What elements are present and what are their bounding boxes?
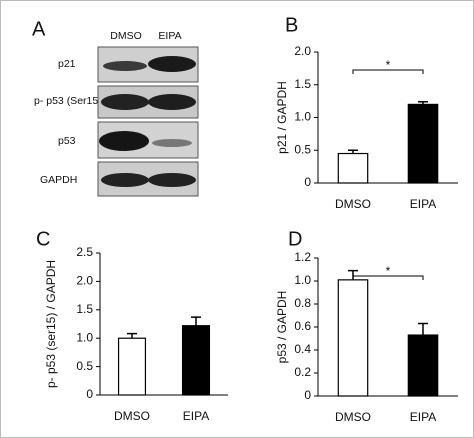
- significance-label: *: [386, 58, 391, 72]
- significance-bracket: [352, 69, 424, 74]
- blot-row: p- p53 (Ser15): [34, 95, 102, 107]
- y-tick-label: 0.5: [76, 359, 93, 373]
- bar: [181, 325, 211, 396]
- y-axis-label: p53 / GAPDH: [275, 291, 289, 364]
- x-tick-label: DMSO: [114, 409, 150, 423]
- blot-column: EIPA: [158, 30, 181, 42]
- bar: [337, 152, 369, 184]
- bar: [117, 337, 147, 396]
- x-tick-label: DMSO: [335, 410, 371, 424]
- y-tick-label: 0.8: [294, 296, 311, 310]
- significance-label: *: [386, 264, 391, 278]
- bar: [407, 334, 439, 397]
- y-tick-label: 0.5: [294, 142, 311, 156]
- y-tick-label: 0.6: [294, 319, 311, 333]
- y-tick-label: 0: [304, 175, 311, 189]
- panel-label: A: [32, 18, 46, 40]
- error-bar: [418, 322, 428, 336]
- error-bar: [348, 149, 358, 154]
- y-tick-label: 1.2: [294, 250, 311, 264]
- y-tick-label: 1.0: [294, 273, 311, 287]
- panel-label: B: [285, 14, 298, 36]
- y-axis-label: p21 / GAPDH: [275, 81, 289, 154]
- y-tick-label: 2.0: [294, 44, 311, 58]
- y-tick-label: 0.2: [294, 365, 311, 379]
- error-bar: [191, 316, 201, 326]
- blot-row: GAPDH: [40, 174, 77, 186]
- bar: [337, 279, 369, 397]
- x-tick-label: DMSO: [335, 197, 371, 211]
- error-bar: [127, 332, 137, 339]
- y-tick-label: 2.0: [76, 274, 93, 288]
- panel-label: C: [36, 228, 50, 250]
- bar: [407, 103, 439, 184]
- y-tick-label: 2.5: [76, 245, 93, 259]
- y-tick-label: 1.0: [294, 110, 311, 124]
- blot-image: [97, 46, 199, 197]
- significance-bracket: [352, 275, 424, 280]
- y-tick-label: 0.4: [294, 342, 311, 356]
- y-tick-label: 0: [86, 387, 93, 401]
- x-tick-label: EIPA: [410, 410, 436, 424]
- y-tick-label: 0: [304, 388, 311, 402]
- y-tick-label: 1.5: [76, 302, 93, 316]
- y-axis-label: p- p53 (ser15) / GAPDH: [44, 260, 58, 388]
- y-tick-label: 1.0: [76, 330, 93, 344]
- blot-row: p21: [58, 58, 76, 70]
- x-tick-label: EIPA: [410, 197, 436, 211]
- blot-row: p53: [58, 135, 76, 147]
- blot-column: DMSO: [110, 30, 142, 42]
- x-tick-label: EIPA: [183, 409, 209, 423]
- y-tick-label: 1.5: [294, 77, 311, 91]
- panel-label: D: [288, 228, 302, 250]
- error-bar: [418, 101, 428, 105]
